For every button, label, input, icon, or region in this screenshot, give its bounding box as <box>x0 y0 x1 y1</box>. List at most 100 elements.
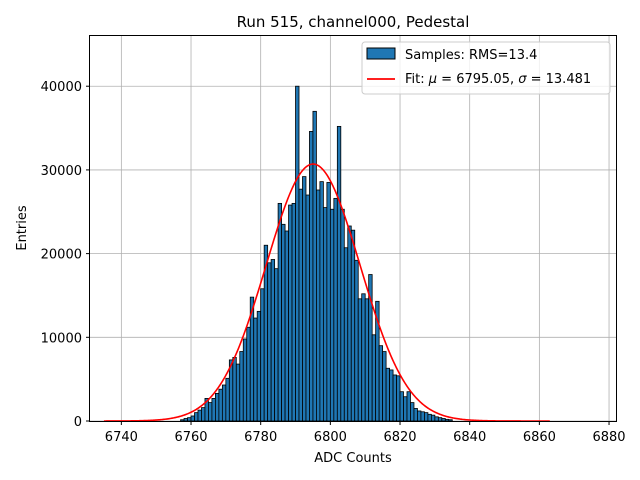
histogram-bar <box>427 413 432 422</box>
x-axis-ticks: 6740 6760 6780 6800 6820 6840 6860 6880 <box>105 421 626 445</box>
x-tick-label: 6880 <box>592 430 625 445</box>
histogram-bar <box>274 268 279 422</box>
histogram-bar <box>295 85 300 422</box>
histogram-bar <box>336 125 342 422</box>
histogram-bar <box>322 207 328 422</box>
histogram-bar <box>392 374 397 422</box>
y-tick-label: 40000 <box>41 80 82 95</box>
legend-fit-label: Fit: μ = 6795.05, σ = 13.481 <box>405 72 591 87</box>
histogram-bar <box>448 419 453 422</box>
histogram-bar <box>187 417 192 422</box>
x-tick-label: 6820 <box>383 430 416 445</box>
histogram-bar <box>403 396 408 422</box>
x-tick-label: 6740 <box>105 430 138 445</box>
histogram-bar <box>239 351 244 422</box>
histogram-bar <box>190 415 195 422</box>
histogram-bar <box>316 189 321 422</box>
histogram-bar <box>180 419 185 422</box>
histogram-bar <box>319 181 324 422</box>
histogram-bar <box>329 208 335 422</box>
histogram-bar <box>357 298 363 422</box>
histogram-bar <box>253 317 258 422</box>
plot-frame <box>89 35 617 422</box>
histogram-bar <box>382 351 387 422</box>
fit-curve-layer <box>103 163 550 422</box>
histogram-bar <box>225 377 230 422</box>
y-axis-label: Entries <box>15 205 30 251</box>
fit-curve <box>103 163 550 422</box>
x-tick-label: 6800 <box>314 430 347 445</box>
legend: Samples: RMS=13.4 Fit: μ = 6795.05, σ = … <box>361 41 611 95</box>
legend-box <box>361 41 611 95</box>
legend-samples-label: Samples: RMS=13.4 <box>405 48 537 63</box>
histogram-bar <box>312 110 317 422</box>
histogram-bar <box>413 408 418 422</box>
histogram-bar <box>430 414 436 422</box>
histogram-bar <box>354 259 359 422</box>
y-tick-label: 30000 <box>41 164 82 179</box>
histogram-bar <box>444 418 450 422</box>
histogram-bar <box>291 202 296 422</box>
histogram-bar <box>343 247 349 422</box>
histogram-bar <box>183 418 188 422</box>
histogram-bar <box>347 225 352 422</box>
chart-title: Run 515, channel000, Pedestal <box>237 13 470 31</box>
histogram-bar <box>218 388 223 422</box>
histogram-bar <box>281 223 286 422</box>
x-tick-label: 6780 <box>244 430 277 445</box>
histogram-bar <box>197 409 202 422</box>
histogram-bar <box>333 197 338 422</box>
histogram-bar <box>410 402 415 422</box>
histogram-bar <box>350 229 356 422</box>
histogram-bar <box>309 131 314 422</box>
histogram-bar <box>389 369 394 422</box>
histogram-bar <box>420 411 425 422</box>
histogram-bar <box>232 356 237 422</box>
histogram-bar <box>340 208 345 422</box>
histogram-bar <box>221 384 227 422</box>
y-tick-label: 0 <box>74 415 82 430</box>
histogram-bar <box>437 417 443 422</box>
y-axis-ticks: 0 10000 20000 30000 40000 <box>41 80 90 430</box>
histogram-bar <box>267 262 272 422</box>
legend-samples-swatch <box>366 47 396 60</box>
histogram-bar <box>208 402 213 422</box>
histogram-bar <box>434 416 439 422</box>
histogram-bar <box>284 230 289 422</box>
histogram-bar <box>288 204 293 422</box>
histogram-bar <box>277 202 282 422</box>
histogram-bar <box>256 310 262 422</box>
histogram-bar <box>417 410 422 422</box>
histogram-bar <box>260 288 265 422</box>
x-tick-label: 6760 <box>174 430 207 445</box>
histogram-bar <box>194 412 199 422</box>
histogram-bar <box>235 363 241 422</box>
histogram-bar <box>424 412 429 422</box>
histogram-bar <box>305 194 310 422</box>
histogram-bar <box>211 398 216 422</box>
histogram-bar <box>361 293 366 422</box>
histogram-bar <box>385 367 390 422</box>
histogram-bar <box>396 375 401 422</box>
histogram-bar <box>246 326 251 422</box>
y-tick-label: 20000 <box>41 248 82 263</box>
histogram-bar <box>242 338 248 422</box>
histogram-bar <box>201 407 206 422</box>
x-axis-label: ADC Counts <box>314 451 392 466</box>
histogram-bar <box>302 176 307 422</box>
histogram-bar <box>371 334 377 422</box>
histogram-bar <box>406 391 411 422</box>
histogram-bar <box>298 188 303 422</box>
histogram-bar <box>364 298 370 422</box>
x-tick-label: 6860 <box>523 430 556 445</box>
histogram-bar <box>378 345 384 422</box>
histogram-bar <box>215 392 220 422</box>
histogram-bar <box>399 391 404 422</box>
histogram-bar <box>441 418 446 422</box>
y-tick-label: 10000 <box>41 331 82 346</box>
x-tick-label: 6840 <box>453 430 486 445</box>
histogram-bar <box>326 182 331 422</box>
histogram-bar <box>270 259 276 422</box>
